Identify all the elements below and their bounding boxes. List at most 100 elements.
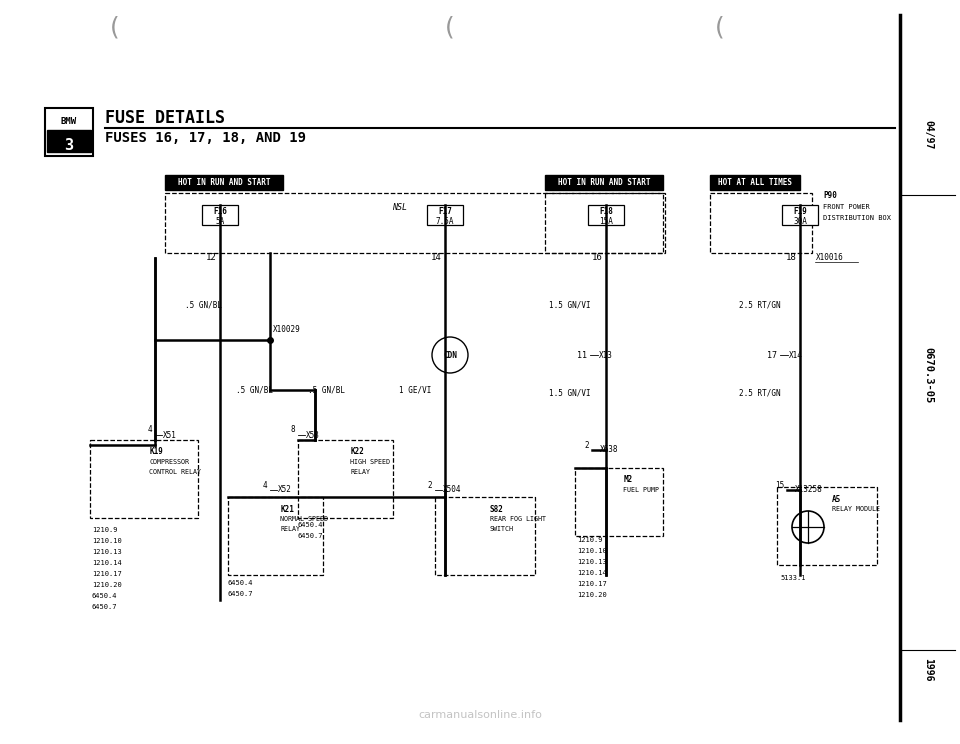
Text: 7.5A: 7.5A: [436, 217, 454, 226]
Text: CONTROL RELAY: CONTROL RELAY: [150, 469, 202, 475]
Text: 1210.13: 1210.13: [577, 559, 607, 565]
Text: 11: 11: [577, 350, 587, 359]
Text: 2.5 RT/GN: 2.5 RT/GN: [739, 388, 780, 397]
Text: RELAY: RELAY: [350, 469, 371, 475]
Text: .5 GN/BL: .5 GN/BL: [308, 385, 345, 394]
Text: 1210.20: 1210.20: [577, 592, 607, 598]
Text: X53: X53: [306, 431, 320, 440]
Bar: [777, 487, 877, 565]
Text: 1210.14: 1210.14: [577, 570, 607, 576]
Text: F17: F17: [438, 208, 452, 217]
Text: FUSES 16, 17, 18, AND 19: FUSES 16, 17, 18, AND 19: [105, 131, 306, 145]
Text: 1.5 GN/VI: 1.5 GN/VI: [549, 301, 590, 310]
Text: 15A: 15A: [599, 217, 612, 226]
Bar: [427, 205, 463, 225]
Bar: [782, 205, 818, 225]
Text: REAR FOG LIGHT: REAR FOG LIGHT: [490, 516, 546, 522]
Text: X52: X52: [278, 486, 292, 495]
Text: 5A: 5A: [215, 217, 225, 226]
Text: CDN: CDN: [444, 350, 457, 359]
Bar: [45, 108, 93, 156]
Text: 2: 2: [427, 481, 432, 490]
Text: FUSE DETAILS: FUSE DETAILS: [105, 109, 225, 127]
Bar: [545, 175, 663, 190]
Text: SWITCH: SWITCH: [490, 526, 514, 532]
Text: K22: K22: [350, 447, 364, 457]
Text: 6450.7: 6450.7: [92, 604, 117, 610]
Text: A5: A5: [832, 495, 841, 504]
Text: FRONT POWER: FRONT POWER: [823, 204, 870, 210]
Text: 16: 16: [592, 254, 603, 263]
Text: NORMAL SPEED: NORMAL SPEED: [280, 516, 328, 522]
Bar: [298, 440, 393, 518]
Text: F16: F16: [213, 208, 227, 217]
Text: 1210.17: 1210.17: [577, 581, 607, 587]
Bar: [710, 193, 812, 253]
Text: X13258: X13258: [795, 486, 823, 495]
Text: X13: X13: [599, 350, 612, 359]
Text: COMPRESSOR: COMPRESSOR: [150, 459, 189, 465]
Text: 1210.9: 1210.9: [92, 527, 117, 533]
Text: carmanualsonline.info: carmanualsonline.info: [418, 710, 542, 720]
Text: 12: 12: [206, 254, 217, 263]
Bar: [202, 205, 238, 225]
Text: 4: 4: [148, 426, 152, 434]
Bar: [575, 468, 663, 536]
Text: RELAY MODULE: RELAY MODULE: [832, 506, 880, 512]
Text: 4: 4: [262, 481, 267, 490]
Text: F18: F18: [599, 208, 612, 217]
Text: HOT IN RUN AND START: HOT IN RUN AND START: [178, 178, 271, 187]
Text: 8: 8: [290, 426, 295, 434]
Text: 18: 18: [786, 254, 797, 263]
Text: X10016: X10016: [816, 254, 844, 263]
Text: (: (: [715, 16, 725, 40]
Text: 2: 2: [585, 440, 589, 449]
Text: X504: X504: [443, 486, 462, 495]
Bar: [165, 193, 665, 253]
Text: 1210.9: 1210.9: [577, 537, 603, 543]
Text: X638: X638: [600, 446, 618, 455]
Text: DISTRIBUTION BOX: DISTRIBUTION BOX: [823, 215, 891, 221]
Bar: [47, 130, 91, 152]
Text: FUEL PUMP: FUEL PUMP: [623, 487, 660, 493]
Text: 15: 15: [775, 481, 784, 490]
Text: K19: K19: [150, 447, 163, 457]
Bar: [545, 193, 663, 253]
Text: NSL: NSL: [393, 204, 407, 213]
Text: HIGH SPEED: HIGH SPEED: [350, 459, 391, 465]
Text: (: (: [110, 16, 120, 40]
Text: X10029: X10029: [273, 326, 300, 335]
Text: 1 GE/VI: 1 GE/VI: [398, 385, 431, 394]
Bar: [90, 440, 198, 518]
Text: .5 GN/BL: .5 GN/BL: [236, 385, 274, 394]
Text: 6450.4: 6450.4: [228, 580, 253, 586]
Text: X14: X14: [789, 350, 803, 359]
Text: 1.5 GN/VI: 1.5 GN/VI: [549, 388, 590, 397]
Text: 04/97: 04/97: [923, 121, 933, 150]
Bar: [228, 497, 323, 575]
Text: 5133.1: 5133.1: [780, 575, 805, 581]
Text: 6450.4: 6450.4: [298, 522, 324, 528]
Text: K21: K21: [280, 504, 294, 513]
Text: 6450.4: 6450.4: [92, 593, 117, 599]
Text: 14: 14: [431, 254, 442, 263]
Text: P90: P90: [823, 190, 837, 199]
Text: 3: 3: [64, 138, 74, 153]
Text: RELAY: RELAY: [280, 526, 300, 532]
Text: 1210.20: 1210.20: [92, 582, 122, 588]
Bar: [165, 175, 283, 190]
Text: 30A: 30A: [793, 217, 807, 226]
Text: 0670.3-05: 0670.3-05: [923, 347, 933, 403]
Text: X51: X51: [163, 431, 177, 440]
Text: S82: S82: [490, 504, 504, 513]
Text: 1210.13: 1210.13: [92, 549, 122, 555]
Text: (: (: [445, 16, 455, 40]
Text: 6450.7: 6450.7: [228, 591, 253, 597]
Text: 1210.17: 1210.17: [92, 571, 122, 577]
Bar: [588, 205, 624, 225]
Text: 1210.10: 1210.10: [92, 538, 122, 544]
Bar: [710, 175, 800, 190]
Text: 6450.7: 6450.7: [298, 533, 324, 539]
Text: 1210.14: 1210.14: [92, 560, 122, 566]
Text: .5 GN/BL: .5 GN/BL: [185, 301, 222, 310]
